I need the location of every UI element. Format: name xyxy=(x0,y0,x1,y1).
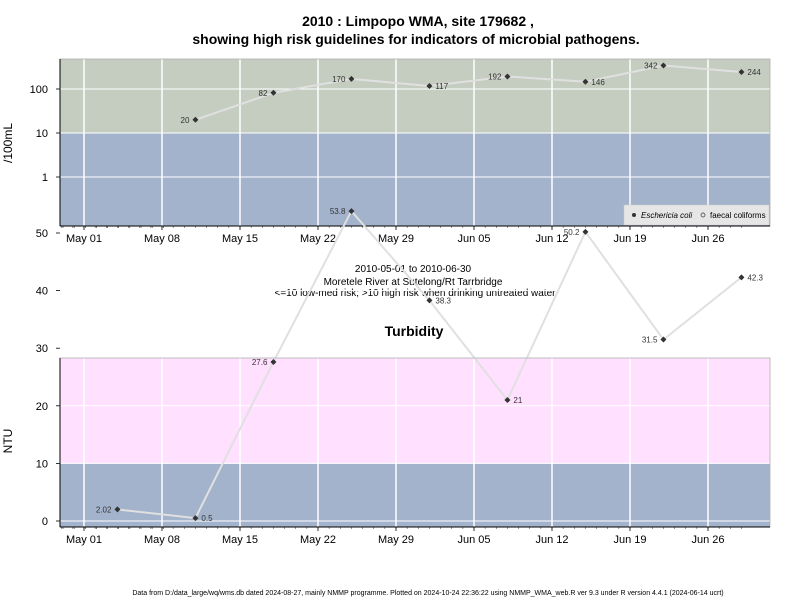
y-tick-label: 0 xyxy=(42,516,48,528)
turbidity-points: 2.02 0.5 27.6 53.8 38.3 21 50.2 31.5 42.3 xyxy=(96,207,764,523)
data-label: 27.6 xyxy=(252,358,268,367)
micro-legend: Eschericia coli faecal coliforms xyxy=(623,204,770,226)
x-tick-label: May 08 xyxy=(144,233,180,245)
data-label: 21 xyxy=(513,396,522,405)
x-tick-label: Jun 05 xyxy=(457,233,490,245)
x-tick-label: May 15 xyxy=(222,233,258,245)
data-label: 0.5 xyxy=(201,514,213,523)
data-point xyxy=(270,89,277,96)
x-tick-label: Jun 19 xyxy=(613,233,646,245)
subtitle-risk-note: <=10 low-med risk; >10 high risk when dr… xyxy=(275,288,557,299)
data-label: 53.8 xyxy=(330,207,346,216)
data-point xyxy=(426,297,433,304)
chart-title-line2: showing high risk guidelines for indicat… xyxy=(192,31,639,47)
data-label: 170 xyxy=(332,75,346,84)
footer-note: Data from D:/data_large/wq/wms.db dated … xyxy=(132,590,723,597)
legend-faecal-label: faecal coliforms xyxy=(710,211,766,220)
data-point xyxy=(192,515,199,522)
data-point xyxy=(348,208,355,215)
turbidity-title: Turbidity xyxy=(385,323,444,339)
legend-box xyxy=(623,204,770,226)
y-tick-label: 10 xyxy=(36,128,48,140)
micro-y-ticks: 1 10 100 xyxy=(30,84,60,184)
micro-x-ticks: May 01 May 08 May 15 May 22 May 29 Jun 05 Jun … xyxy=(61,226,742,245)
micro-series-line xyxy=(195,64,742,121)
data-point xyxy=(582,78,589,85)
data-point xyxy=(192,116,199,123)
turbidity-low-risk-band xyxy=(60,463,770,527)
data-label: 20 xyxy=(181,116,190,125)
micro-frame xyxy=(59,58,771,227)
x-tick-label: May 22 xyxy=(300,233,336,245)
turbidity-y-ticks: 0 10 20 30 40 50 xyxy=(36,228,60,528)
data-label: 2.02 xyxy=(96,505,112,514)
x-tick-label: Jun 12 xyxy=(535,534,568,546)
chart-title-line1: 2010 : Limpopo WMA, site 179682 , xyxy=(302,13,534,29)
y-tick-label: 1 xyxy=(42,172,48,184)
x-tick-label: May 08 xyxy=(144,534,180,546)
data-point xyxy=(738,274,745,281)
data-point xyxy=(738,68,745,75)
data-label: 117 xyxy=(435,82,448,91)
x-tick-label: Jun 05 xyxy=(457,534,490,546)
high-risk-band xyxy=(60,59,770,133)
x-tick-label: Jun 19 xyxy=(613,534,646,546)
data-label: 342 xyxy=(644,62,658,71)
micro-points: 20 82 170 117 192 146 342 244 xyxy=(181,62,762,125)
data-point xyxy=(348,75,355,82)
turbidity-gridlines xyxy=(60,232,770,527)
data-label: 42.3 xyxy=(747,273,763,282)
data-point xyxy=(270,359,277,366)
data-label: 38.3 xyxy=(435,296,451,305)
turbidity-y-axis-label: NTU xyxy=(1,429,15,454)
data-label: 31.5 xyxy=(642,336,658,345)
turbidity-frame xyxy=(59,357,771,528)
turbidity-x-ticks: May 01 May 08 May 15 May 22 May 29 Jun 05 Jun … xyxy=(61,527,742,546)
y-tick-label: 10 xyxy=(36,458,48,470)
data-point xyxy=(504,73,511,80)
data-point xyxy=(660,62,667,69)
y-tick-label: 100 xyxy=(30,84,48,96)
data-point xyxy=(660,336,667,343)
y-tick-label: 20 xyxy=(36,401,48,413)
data-label: 82 xyxy=(259,89,268,98)
y-tick-label: 50 xyxy=(36,228,48,240)
x-tick-label: May 22 xyxy=(300,534,336,546)
data-point xyxy=(426,82,433,89)
x-tick-label: May 15 xyxy=(222,534,258,546)
data-label: 50.2 xyxy=(564,228,580,237)
turbidity-high-risk-band xyxy=(60,358,770,464)
x-tick-label: Jun 26 xyxy=(691,534,724,546)
x-tick-label: May 29 xyxy=(378,534,414,546)
x-tick-label: May 01 xyxy=(66,233,102,245)
data-point xyxy=(114,506,121,513)
subtitle-date-range: 2010-05-01 to 2010-06-30 xyxy=(355,264,472,275)
x-tick-label: Jun 12 xyxy=(535,233,568,245)
y-tick-label: 30 xyxy=(36,343,48,355)
data-point xyxy=(582,228,589,235)
turbidity-panel: 2.02 0.5 27.6 53.8 38.3 21 50.2 31.5 42.3 0 10 20 3… xyxy=(1,207,771,546)
x-tick-label: May 29 xyxy=(378,233,414,245)
data-label: 146 xyxy=(591,78,605,87)
legend-faecal-marker xyxy=(700,212,706,218)
data-label: 192 xyxy=(488,73,502,82)
micro-y-axis-label: /100mL xyxy=(1,123,15,163)
x-tick-label: May 01 xyxy=(66,534,102,546)
data-point xyxy=(504,397,511,404)
y-tick-label: 40 xyxy=(36,286,48,298)
legend-ecoli-marker xyxy=(632,213,636,217)
x-tick-label: Jun 26 xyxy=(691,233,724,245)
data-label: 244 xyxy=(747,68,761,77)
micro-gridlines xyxy=(60,59,770,226)
legend-ecoli-label: Eschericia coli xyxy=(641,211,692,220)
